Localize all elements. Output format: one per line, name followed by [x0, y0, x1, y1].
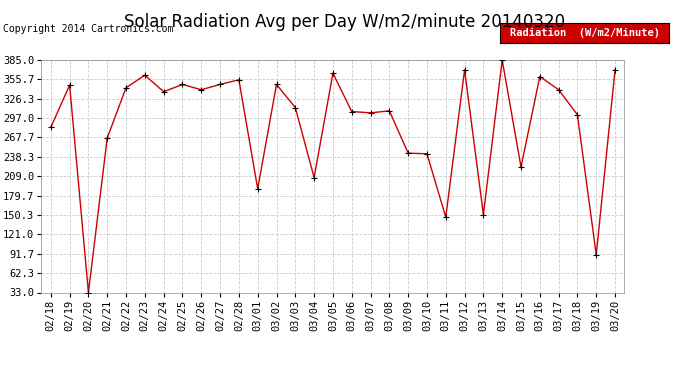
Text: Copyright 2014 Cartronics.com: Copyright 2014 Cartronics.com: [3, 24, 174, 34]
Text: Radiation  (W/m2/Minute): Radiation (W/m2/Minute): [510, 28, 660, 38]
Text: Solar Radiation Avg per Day W/m2/minute 20140320: Solar Radiation Avg per Day W/m2/minute …: [124, 13, 566, 31]
